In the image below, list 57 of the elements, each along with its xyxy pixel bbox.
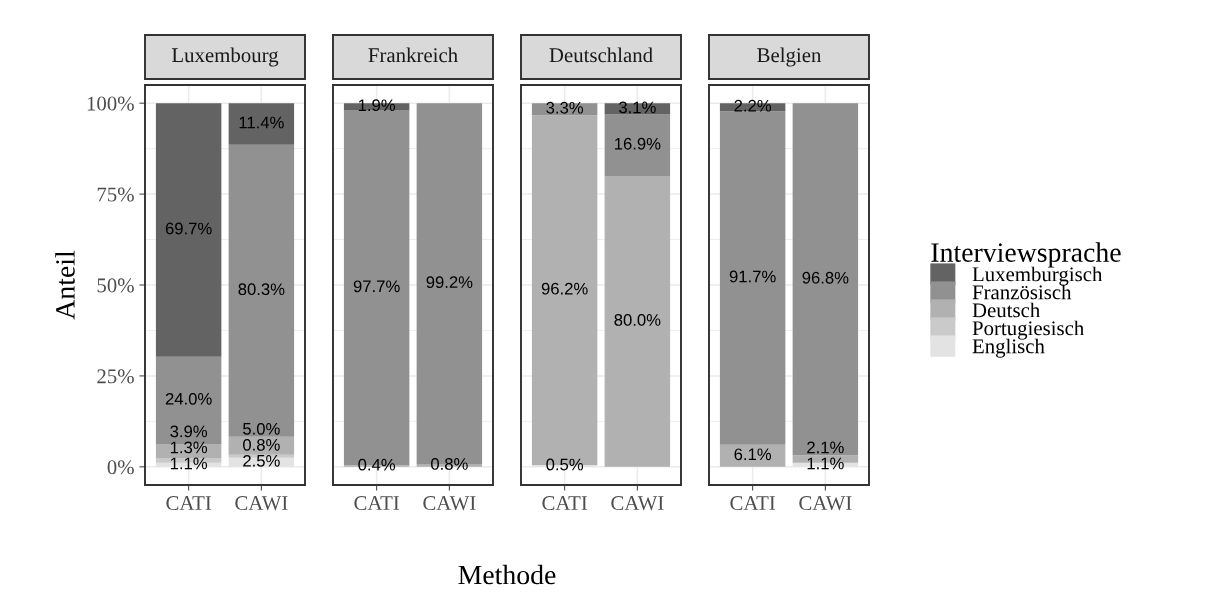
data-label: 99.2% xyxy=(426,276,473,289)
data-label: 91.7% xyxy=(729,270,776,283)
data-label: 69.7% xyxy=(165,222,212,235)
bar xyxy=(719,444,786,467)
data-label: 16.9% xyxy=(615,137,661,150)
y-tick-label: 100% xyxy=(87,96,134,111)
chart-title: Frankreich xyxy=(368,47,458,63)
y-axis-title: Anteil xyxy=(55,250,75,320)
data-label: 1.1% xyxy=(170,457,208,470)
chart-title: Luxembourg xyxy=(171,47,279,67)
data-label: 5.0% xyxy=(243,422,280,435)
bar xyxy=(155,103,222,357)
bar xyxy=(228,103,295,145)
data-label: 0.8% xyxy=(243,438,280,451)
legend-label: Französisch xyxy=(972,284,1072,300)
data-label: 0.8% xyxy=(431,458,468,470)
x-tick-label: CATI xyxy=(166,496,212,511)
data-label: 2.2% xyxy=(734,99,772,112)
data-label: 24.0% xyxy=(165,392,212,405)
x-tick-label: CAWI xyxy=(423,496,476,511)
legend-label: Luxemburgisch xyxy=(972,266,1103,286)
x-tick-label: CATI xyxy=(354,496,400,511)
legend-label: Englisch xyxy=(972,338,1045,358)
y-tick-label: 50% xyxy=(97,278,134,293)
x-tick-label: CAWI xyxy=(611,496,664,511)
data-label: 11.4% xyxy=(239,116,284,129)
x-axis-title: Methode xyxy=(458,564,556,585)
legend-label: Deutsch xyxy=(972,302,1040,318)
data-label: 3.9% xyxy=(170,425,208,438)
legend-label: Portugiesisch xyxy=(972,320,1084,340)
chart-title: Belgien xyxy=(757,47,822,67)
legend-title: Interviewsprache xyxy=(931,242,1121,268)
y-tick-label: 0% xyxy=(107,460,134,475)
x-tick-label: CAWI xyxy=(235,496,288,511)
bar xyxy=(604,175,671,467)
data-label: 3.1% xyxy=(619,101,656,114)
data-label: 3.3% xyxy=(546,101,584,114)
bar xyxy=(228,144,295,437)
y-tick-label: 75% xyxy=(97,187,134,202)
data-label: 0.4% xyxy=(358,458,396,471)
data-label: 97.7% xyxy=(353,280,400,293)
data-label: 96.2% xyxy=(541,282,588,295)
x-tick-label: CATI xyxy=(542,496,588,511)
data-label: 1.3% xyxy=(170,441,208,454)
data-label: 80.0% xyxy=(614,314,661,326)
data-label: 80.3% xyxy=(238,283,285,296)
x-tick-label: CAWI xyxy=(799,496,852,511)
chart-title: Deutschland xyxy=(549,47,653,63)
data-label: 1.1% xyxy=(807,457,844,470)
bar xyxy=(604,114,671,176)
x-tick-label: CATI xyxy=(730,496,776,511)
data-label: 2.1% xyxy=(807,441,844,454)
data-label: 2.5% xyxy=(243,454,280,467)
data-label: 96.8% xyxy=(802,271,849,284)
data-label: 6.1% xyxy=(734,448,772,461)
y-tick-label: 25% xyxy=(97,369,134,384)
data-label: 0.5% xyxy=(546,458,584,471)
